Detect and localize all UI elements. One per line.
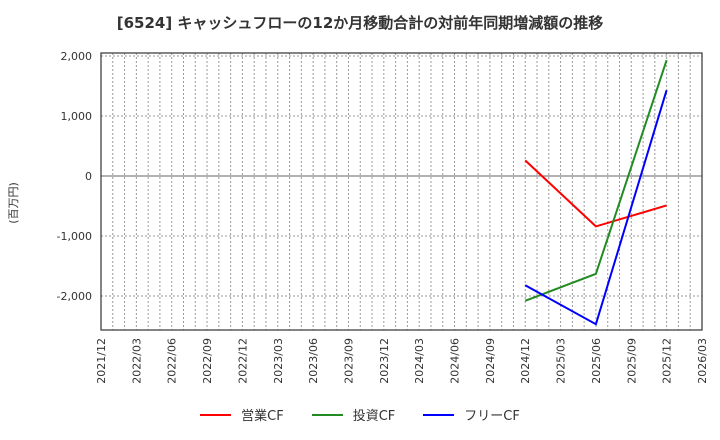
y-tick-label: -2,000	[57, 290, 92, 303]
x-tick-label: 2021/12	[95, 338, 108, 384]
legend-item: 営業CF	[200, 405, 284, 424]
y-tick-label: -1,000	[57, 230, 92, 243]
x-tick-label: 2022/12	[236, 338, 249, 384]
series-line	[524, 89, 668, 326]
y-axis: 2,000 1,000 0 -1,000 -2,000	[57, 50, 92, 303]
y-tick-label: 1,000	[61, 110, 93, 123]
x-tick-label: 2023/09	[342, 338, 355, 384]
series-line	[524, 59, 668, 302]
legend-swatch	[423, 413, 455, 416]
series-line	[524, 159, 667, 228]
chart-title: [6524] キャッシュフローの12か月移動合計の対前年同期増減額の推移	[116, 14, 604, 32]
x-tick-label: 2026/03	[696, 338, 709, 384]
legend: 営業CF 投資CF フリーCF	[0, 405, 720, 424]
x-tick-label: 2023/06	[307, 338, 320, 384]
x-tick-label: 2025/12	[661, 338, 674, 384]
legend-label: 営業CF	[241, 409, 284, 424]
x-tick-label: 2024/12	[519, 338, 532, 384]
legend-label: フリーCF	[464, 409, 520, 424]
x-tick-label: 2024/09	[484, 338, 497, 384]
y-axis-label: (百万円)	[7, 182, 20, 224]
data-series	[524, 59, 668, 326]
plot-border	[100, 52, 703, 331]
x-tick-label: 2023/12	[378, 338, 391, 384]
y-tick-label: 0	[85, 170, 92, 183]
y-tick-label: 2,000	[61, 50, 93, 63]
legend-item: フリーCF	[423, 405, 520, 424]
x-tick-label: 2025/06	[590, 338, 603, 384]
x-tick-label: 2024/06	[449, 338, 462, 384]
legend-item: 投資CF	[311, 405, 396, 424]
legend-swatch	[200, 413, 232, 416]
x-axis: 2021/12 2022/03 2022/06 2022/09 2022/12 2023/…	[95, 338, 709, 384]
x-tick-label: 2022/03	[130, 338, 143, 384]
grid-lines	[101, 53, 702, 330]
x-tick-label: 2022/09	[201, 338, 214, 384]
x-tick-label: 2025/03	[555, 338, 568, 384]
x-tick-label: 2022/06	[166, 338, 179, 384]
x-tick-label: 2023/03	[272, 338, 285, 384]
legend-label: 投資CF	[352, 409, 396, 424]
x-tick-label: 2024/03	[413, 338, 426, 384]
x-tick-label: 2025/09	[625, 338, 638, 384]
legend-swatch	[311, 413, 343, 416]
